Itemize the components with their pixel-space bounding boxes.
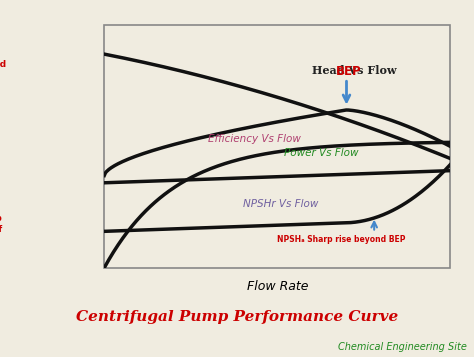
Text: BHP to
develop
Shut off
Head: BHP to develop Shut off Head xyxy=(0,204,2,244)
Text: Head Vs Flow: Head Vs Flow xyxy=(312,65,397,76)
Text: Flow Rate: Flow Rate xyxy=(246,280,308,293)
Text: NPSHₐ Sharp rise beyond BEP: NPSHₐ Sharp rise beyond BEP xyxy=(277,235,406,244)
Text: Efficiency Vs Flow: Efficiency Vs Flow xyxy=(208,134,301,144)
Text: Power Vs Flow: Power Vs Flow xyxy=(284,148,359,158)
Text: Chemical Engineering Site: Chemical Engineering Site xyxy=(338,342,467,352)
Text: Centrifugal Pump Performance Curve: Centrifugal Pump Performance Curve xyxy=(76,310,398,324)
Text: NPSHr Vs Flow: NPSHr Vs Flow xyxy=(243,199,318,209)
Text: BEP: BEP xyxy=(336,65,362,78)
Text: Shut
Off Head: Shut Off Head xyxy=(0,49,6,69)
